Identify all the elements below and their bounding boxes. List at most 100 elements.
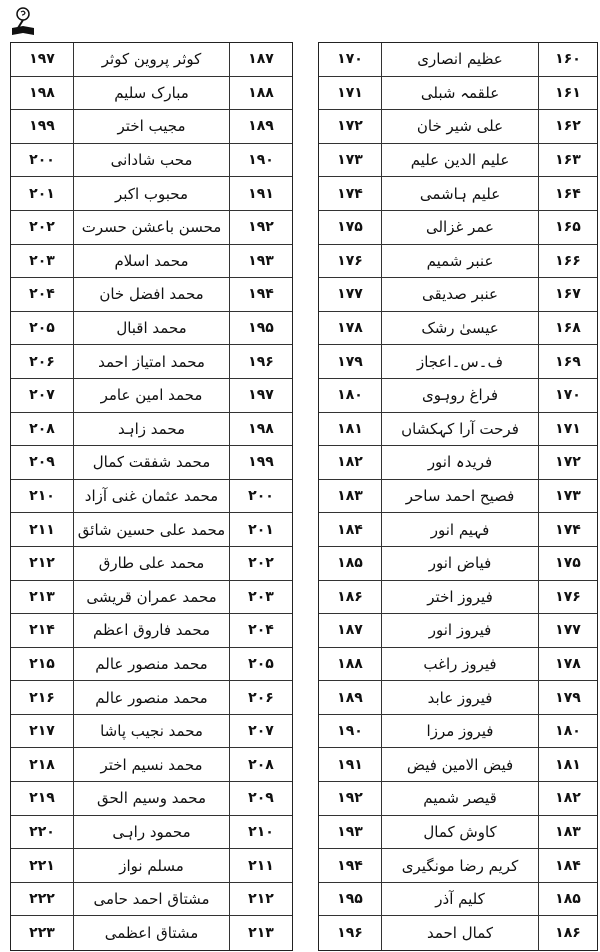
page-number: ۱۸۶ [319, 581, 381, 615]
serial-number: ۱۸۷ [230, 43, 292, 77]
page-number: ۱۹۱ [319, 748, 381, 783]
page-number: ۲۱۵ [11, 648, 73, 682]
serial-number: ۲۱۲ [230, 883, 292, 917]
page-number: ۲۱۷ [11, 715, 73, 749]
page-number: ۲۰۹ [11, 446, 73, 480]
serial-number: ۱۸۰ [539, 715, 597, 749]
poet-name: فصیح احمد ساحر [381, 479, 539, 514]
serial-number: ۱۸۹ [230, 110, 292, 144]
serial-number: ۱۹۵ [230, 312, 292, 346]
serial-number: ۲۰۱ [230, 513, 292, 547]
serial-number: ۲۰۳ [230, 581, 292, 615]
serial-number: ۱۸۸ [230, 77, 292, 111]
page-number: ۲۰۳ [11, 245, 73, 279]
poet-name: فیض الامین فیض [381, 748, 539, 783]
poet-name: محمد اقبال [73, 311, 230, 346]
poet-name: محمد امتیاز احمد [73, 345, 230, 379]
page-number: ۲۲۱ [11, 849, 73, 883]
serial-number: ۱۷۲ [539, 446, 597, 480]
serial-number: ۲۰۵ [230, 648, 292, 682]
page-number: ۱۷۸ [319, 312, 381, 346]
page-number: ۲۰۶ [11, 345, 73, 379]
page-number: ۲۱۱ [11, 513, 73, 547]
serial-number: ۱۷۵ [539, 547, 597, 581]
serial-number: ۱۸۲ [539, 782, 597, 816]
serial-number: ۱۸۱ [539, 748, 597, 783]
poet-name: محمد منصور عالم [73, 647, 230, 682]
serial-number: ۲۰۶ [230, 681, 292, 715]
poet-name: محمد وسیم الحق [73, 782, 230, 816]
page-number: ۲۱۸ [11, 748, 73, 783]
poet-name: عیسیٰ رشک [381, 311, 539, 346]
serial-number: ۲۰۷ [230, 715, 292, 749]
page-number: ۱۸۱ [319, 413, 381, 447]
poet-name: محمد زاہد [73, 412, 230, 447]
page-number: ۱۷۲ [319, 110, 381, 144]
serial-number: ۱۷۶ [539, 581, 597, 615]
poet-name: محمد علی طارق [73, 546, 230, 581]
serial-number: ۱۶۰ [539, 43, 597, 77]
poet-name: فیروز اختر [381, 580, 539, 615]
page-number: ۲۱۹ [11, 782, 73, 816]
page-number: ۱۸۳ [319, 480, 381, 514]
serial-number: ۱۷۳ [539, 480, 597, 514]
page-number: ۱۹۸ [11, 77, 73, 111]
page-number: ۱۹۹ [11, 110, 73, 144]
page-number: ۱۸۵ [319, 547, 381, 581]
page-number: ۱۷۴ [319, 177, 381, 211]
page-number: ۲۲۲ [11, 883, 73, 917]
serial-number: ۲۱۳ [248, 925, 274, 942]
serial-number: ۱۹۲ [230, 211, 292, 245]
serial-number: ۱۷۴ [539, 513, 597, 547]
serial-number: ۱۷۷ [539, 614, 597, 648]
serial-number: ۱۶۲ [539, 110, 597, 144]
poet-name: محمد منصور عالم [73, 681, 230, 715]
serial-number: ۱۹۱ [230, 177, 292, 211]
poet-name: مجیب اختر [73, 110, 230, 144]
serial-number: ۲۰۲ [230, 547, 292, 581]
page-number: ۱۸۴ [319, 513, 381, 547]
page-number: ۲۰۷ [11, 379, 73, 413]
poet-name: محسن باعشن حسرت [73, 210, 230, 245]
poet-name: فیروز عابد [381, 681, 539, 715]
poet-name: فیروز انور [381, 614, 539, 648]
poet-name: کاوش کمال [381, 815, 539, 850]
poet-name: فیروز راغب [381, 647, 539, 682]
serial-number: ۱۶۱ [539, 77, 597, 111]
poet-name: فہیم انور [381, 513, 539, 547]
page-number: ۱۷۳ [319, 144, 381, 178]
page-number: ۱۹۴ [319, 849, 381, 883]
page-number: ۲۱۳ [11, 581, 73, 615]
page-number: ۱۹۳ [319, 816, 381, 850]
poet-name: محمد امین عامر [73, 378, 230, 413]
poet-name: عظیم انصاری [381, 43, 539, 77]
serial-number: ۱۹۹ [230, 446, 292, 480]
serial-number: ۱۸۴ [539, 849, 597, 883]
poet-name: عنبر صدیقی [381, 278, 539, 312]
book-pen-emblem-icon [12, 7, 34, 35]
poet-name: کمال احمد [381, 916, 539, 951]
index-table-right: ۱۷۰ عظیم انصاری ۱۶۰ ۱۷۱ علقمہ شبلی ۱۶۱ ۱۷۲ علی … [318, 42, 598, 952]
serial-number: ۱۷۱ [539, 413, 597, 447]
poet-name: مبارک سلیم [73, 76, 230, 111]
serial-number: ۱۹۰ [230, 144, 292, 178]
poet-name: فیروز مرزا [381, 714, 539, 749]
serial-number: ۱۷۰ [539, 379, 597, 413]
serial-number: ۱۷۹ [539, 681, 597, 715]
poet-name: کریم رضا مونگیری [381, 849, 539, 883]
page-number: ۲۲۰ [11, 816, 73, 850]
page-number: ۱۷۷ [319, 278, 381, 312]
poet-name: قیصر شمیم [381, 782, 539, 816]
page-number: ۱۷۰ [319, 43, 381, 77]
poet-name: کوثر پروین کوثر [73, 43, 230, 77]
poet-name: عمر غزالی [381, 210, 539, 245]
page-number: ۱۹۶ [337, 925, 363, 942]
page-number: ۲۱۴ [11, 614, 73, 648]
serial-number: ۲۰۸ [230, 748, 292, 783]
page-number: ۱۹۷ [11, 43, 73, 77]
poet-name: ف۔س۔اعجاز [381, 345, 539, 379]
serial-number: ۲۰۹ [230, 782, 292, 816]
page-number: ۱۸۸ [319, 648, 381, 682]
serial-number: ۱۷۸ [539, 648, 597, 682]
poet-name: محمود راہی [73, 815, 230, 850]
